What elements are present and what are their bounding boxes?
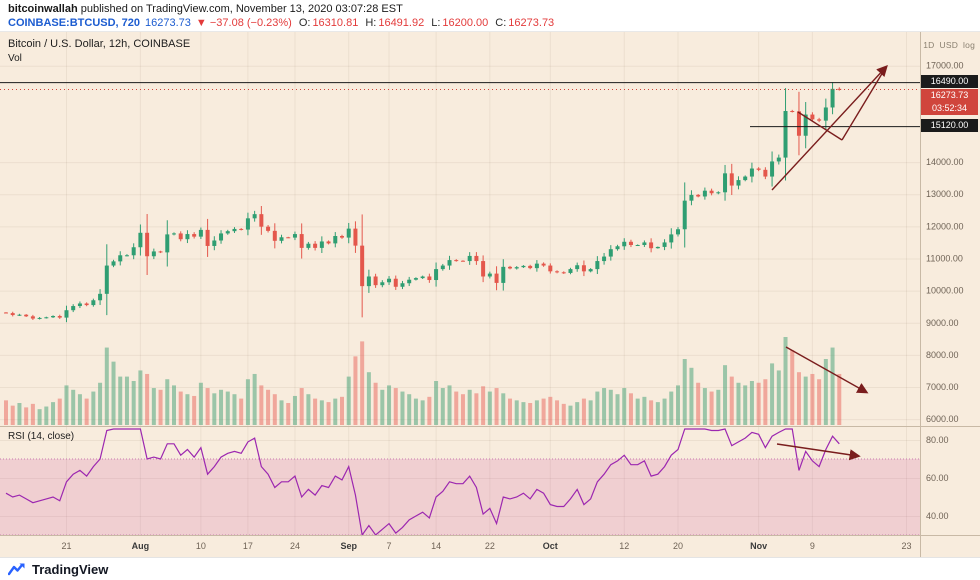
- svg-text:80.00: 80.00: [926, 435, 949, 445]
- svg-text:7: 7: [387, 541, 392, 551]
- chart-canvas[interactable]: 17000.00 14000.00 13000.00 12000.00 11000.00…: [0, 32, 980, 557]
- svg-text:Nov: Nov: [750, 541, 767, 551]
- svg-text:14: 14: [431, 541, 441, 551]
- svg-text:60.00: 60.00: [926, 473, 949, 483]
- change-text: ▼ −37.08 (−0.23%): [195, 17, 292, 29]
- svg-text:Sep: Sep: [340, 541, 357, 551]
- svg-text:8000.00: 8000.00: [926, 350, 959, 360]
- close-value: 16273.73: [508, 17, 555, 29]
- open-value: 16310.81: [312, 17, 359, 29]
- svg-text:14000.00: 14000.00: [926, 157, 964, 167]
- svg-text:10: 10: [196, 541, 206, 551]
- svg-text:23: 23: [901, 541, 911, 551]
- price-line-lower-tag: 15120.00: [921, 119, 978, 132]
- published-line: bitcoinwallah published on TradingView.c…: [8, 3, 972, 16]
- rsi-line: [5, 428, 840, 537]
- svg-text:Aug: Aug: [132, 541, 150, 551]
- svg-text:13000.00: 13000.00: [926, 189, 964, 199]
- svg-text:6000.00: 6000.00: [926, 414, 959, 424]
- svg-text:20: 20: [673, 541, 683, 551]
- grid-layer: [0, 32, 920, 535]
- symbol-line: COINBASE:BTCUSD, 720 16273.73 ▼ −37.08 (−0…: [8, 17, 972, 30]
- last-price-tag: 16273.73: [921, 89, 978, 102]
- svg-text:9000.00: 9000.00: [926, 318, 959, 328]
- svg-text:21: 21: [61, 541, 71, 551]
- interval-badge: 1D: [923, 40, 935, 50]
- svg-text:17000.00: 17000.00: [926, 61, 964, 71]
- footer: TradingView: [0, 557, 980, 580]
- tradingview-logo-icon[interactable]: [8, 562, 26, 577]
- drawings-layer: [771, 64, 888, 461]
- svg-text:24: 24: [290, 541, 300, 551]
- open-label: O:: [298, 17, 311, 29]
- currency-badge: USD: [939, 40, 959, 50]
- svg-text:Oct: Oct: [543, 541, 558, 551]
- svg-text:12000.00: 12000.00: [926, 221, 964, 231]
- svg-text:10000.00: 10000.00: [926, 286, 964, 296]
- volume-bars: [4, 337, 842, 425]
- svg-text:11000.00: 11000.00: [926, 253, 963, 263]
- close-label: C:: [495, 17, 507, 29]
- svg-text:40.00: 40.00: [926, 511, 949, 521]
- svg-text:9: 9: [810, 541, 815, 551]
- low-label: L:: [431, 17, 441, 29]
- candles: [4, 82, 842, 323]
- svg-text:7000.00: 7000.00: [926, 382, 959, 392]
- publisher-link[interactable]: bitcoinwallah: [8, 3, 78, 15]
- axis-badges: 1D USD log: [918, 40, 975, 50]
- publish-header: bitcoinwallah published on TradingView.c…: [0, 0, 980, 32]
- log-scale-badge: log: [963, 40, 975, 50]
- svg-text:22: 22: [485, 541, 495, 551]
- tradingview-brand-link[interactable]: TradingView: [32, 561, 109, 577]
- low-value: 16200.00: [442, 17, 489, 29]
- published-text: published on TradingView.com, November 1…: [77, 3, 403, 15]
- svg-text:17: 17: [243, 541, 253, 551]
- high-label: H:: [365, 17, 377, 29]
- last-price-text: 16273.73: [145, 17, 191, 29]
- countdown-tag: 03:52:34: [921, 102, 978, 115]
- price-line-upper-tag: 16490.00: [921, 75, 978, 88]
- symbol-label: COINBASE:BTCUSD, 720: [8, 17, 141, 29]
- svg-text:12: 12: [619, 541, 629, 551]
- chart-area[interactable]: 17000.00 14000.00 13000.00 12000.00 11000.00…: [0, 32, 980, 557]
- high-value: 16491.92: [378, 17, 425, 29]
